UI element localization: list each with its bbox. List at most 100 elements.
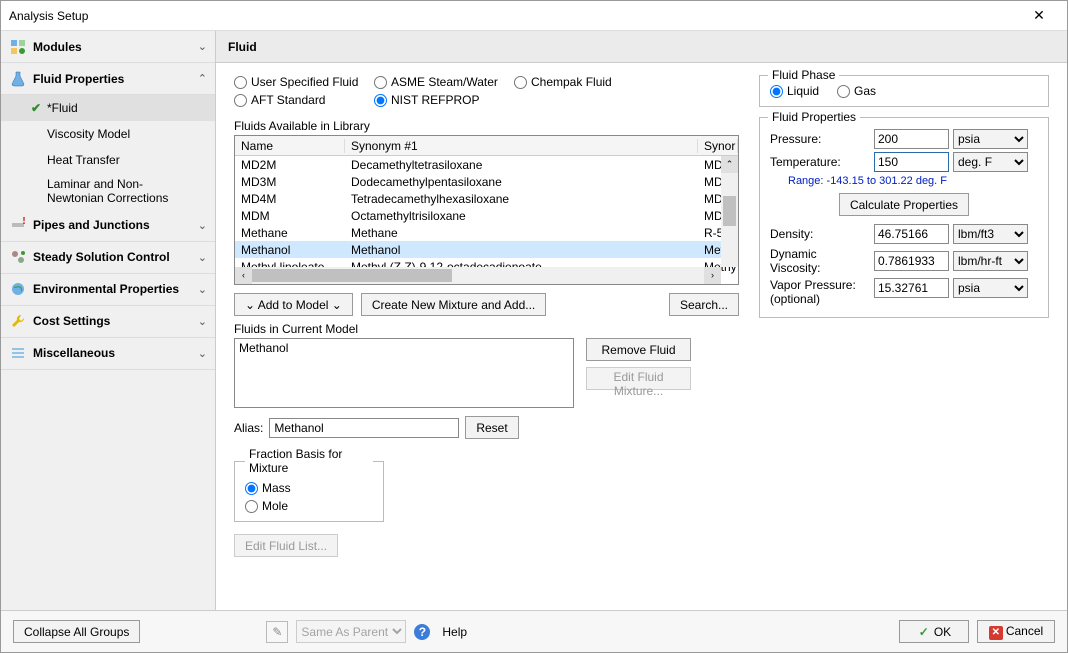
table-row[interactable]: MD3MDodecamethylpentasiloxaneMD3 (235, 173, 738, 190)
edit-icon[interactable]: ✎ (266, 621, 288, 643)
pressure-input[interactable] (874, 129, 949, 149)
radio-mass[interactable]: Mass (245, 481, 373, 495)
sidebar-item-heat-transfer[interactable]: Heat Transfer (1, 147, 215, 173)
temperature-label: Temperature: (770, 155, 870, 169)
current-model-list[interactable]: Methanol (234, 338, 574, 408)
phase-title: Fluid Phase (768, 68, 839, 82)
reset-button[interactable]: Reset (465, 416, 518, 439)
sidebar-item-label: *Fluid (47, 101, 78, 115)
cancel-button[interactable]: Cancel (977, 620, 1055, 643)
sidebar-cost[interactable]: Cost Settings ⌄ (1, 306, 215, 338)
chevron-down-icon: ⌄ (198, 40, 207, 53)
radio-aft-standard[interactable]: AFT Standard (234, 93, 374, 107)
table-row[interactable]: MethanolMethanolMethy (235, 241, 738, 258)
sidebar-environmental[interactable]: Environmental Properties ⌄ (1, 274, 215, 306)
help-icon[interactable] (414, 624, 430, 640)
density-label: Density: (770, 227, 870, 241)
content-title: Fluid (216, 31, 1067, 63)
table-row[interactable]: MD2MDecamethyltetrasiloxaneMD2 (235, 156, 738, 173)
close-icon[interactable]: ✕ (1019, 7, 1059, 24)
hscroll-thumb[interactable] (252, 269, 452, 282)
radio-chempak[interactable]: Chempak Fluid (514, 75, 654, 89)
density-unit-select[interactable]: lbm/ft3 (953, 224, 1028, 244)
horizontal-scrollbar[interactable]: ‹› (235, 267, 721, 284)
sidebar-item-label: Laminar and Non-Newtonian Corrections (47, 177, 197, 206)
steady-icon (9, 248, 27, 266)
vapor-pressure-label: Vapor Pressure:(optional) (770, 278, 870, 306)
temperature-range: Range: -143.15 to 301.22 deg. F (788, 175, 1038, 187)
props-title: Fluid Properties (768, 110, 860, 124)
chevron-down-icon: ⌄ (198, 283, 207, 296)
density-input[interactable] (874, 224, 949, 244)
content-panel: Fluid User Specified Fluid ASME Steam/Wa… (216, 31, 1067, 610)
globe-icon (9, 280, 27, 298)
remove-fluid-button[interactable]: Remove Fluid (586, 338, 691, 361)
fluid-phase-group: Fluid Phase Liquid Gas (759, 75, 1049, 107)
module-label: Modules (33, 40, 198, 54)
vapor-pressure-unit-select[interactable]: psia (953, 278, 1028, 298)
temperature-input[interactable] (874, 152, 949, 172)
col-synonym1[interactable]: Synonym #1 (345, 139, 698, 153)
scroll-thumb[interactable] (723, 196, 736, 226)
radio-nist-refprop[interactable]: NIST REFPROP (374, 93, 514, 107)
sidebar-pipes[interactable]: ! Pipes and Junctions ⌄ (1, 210, 215, 242)
sidebar-steady[interactable]: Steady Solution Control ⌄ (1, 242, 215, 274)
radio-user-specified[interactable]: User Specified Fluid (234, 75, 374, 89)
sidebar-item-label: Viscosity Model (47, 127, 130, 141)
pressure-unit-select[interactable]: psia (953, 129, 1028, 149)
radio-mole[interactable]: Mole (245, 499, 373, 513)
fraction-legend: Fraction Basis for Mixture (245, 447, 373, 475)
fluids-library-grid[interactable]: Name Synonym #1 Synor MD2MDecamethyltetr… (234, 135, 739, 285)
sidebar-misc[interactable]: Miscellaneous ⌄ (1, 338, 215, 370)
sidebar-item-fluid[interactable]: ✔ *Fluid (1, 95, 215, 121)
ok-button[interactable]: OK (899, 620, 969, 643)
table-row[interactable]: MD4MTetradecamethylhexasiloxaneMD4 (235, 190, 738, 207)
search-button[interactable]: Search... (669, 293, 739, 316)
module-label: Miscellaneous (33, 346, 198, 360)
chevron-down-icon: ⌄ (198, 315, 207, 328)
module-label: Fluid Properties (33, 72, 198, 86)
same-as-parent-select[interactable]: Same As Parent (296, 620, 406, 643)
chevron-down-icon: ⌄ (198, 347, 207, 360)
vapor-pressure-input[interactable] (874, 278, 949, 298)
calculate-properties-button[interactable]: Calculate Properties (839, 193, 969, 216)
alias-input[interactable] (269, 418, 459, 438)
viscosity-label: Dynamic Viscosity: (770, 247, 870, 275)
help-label[interactable]: Help (442, 625, 467, 639)
sidebar-modules[interactable]: Modules ⌄ (1, 31, 215, 63)
collapse-all-button[interactable]: Collapse All Groups (13, 620, 140, 643)
svg-text:!: ! (22, 217, 26, 227)
module-label: Environmental Properties (33, 282, 198, 296)
sidebar-fluid-properties[interactable]: Fluid Properties ⌃ (1, 63, 215, 95)
radio-gas[interactable]: Gas (837, 84, 876, 98)
flask-icon (9, 70, 27, 88)
list-item[interactable]: Methanol (239, 341, 569, 355)
create-mixture-button[interactable]: Create New Mixture and Add... (361, 293, 546, 316)
scroll-up-icon[interactable]: ⌃ (721, 156, 738, 173)
table-row[interactable]: MDMOctamethyltrisiloxaneMDM (235, 207, 738, 224)
modules-icon (9, 38, 27, 56)
radio-asme[interactable]: ASME Steam/Water (374, 75, 514, 89)
current-model-label: Fluids in Current Model (234, 322, 739, 336)
add-to-model-button[interactable]: ⌄ Add to Model ⌄ (234, 293, 353, 316)
fraction-basis-group: Fraction Basis for Mixture Mass Mole (234, 447, 384, 522)
x-icon (989, 626, 1003, 640)
edit-fluid-list-button: Edit Fluid List... (234, 534, 338, 557)
pressure-label: Pressure: (770, 132, 870, 146)
viscosity-input[interactable] (874, 251, 949, 271)
pipes-icon: ! (9, 216, 27, 234)
temperature-unit-select[interactable]: deg. F (953, 152, 1028, 172)
window-title: Analysis Setup (9, 9, 1019, 23)
module-label: Cost Settings (33, 314, 198, 328)
col-synonym2[interactable]: Synor (698, 139, 738, 153)
table-row[interactable]: MethaneMethaneR-50 (235, 224, 738, 241)
scroll-left-icon[interactable]: ‹ (235, 267, 252, 284)
sidebar-item-laminar[interactable]: Laminar and Non-Newtonian Corrections (1, 173, 215, 210)
radio-liquid[interactable]: Liquid (770, 84, 819, 98)
scroll-right-icon[interactable]: › (704, 267, 721, 284)
vertical-scrollbar[interactable]: ⌃ (721, 156, 738, 267)
col-name[interactable]: Name (235, 139, 345, 153)
viscosity-unit-select[interactable]: lbm/hr-ft (953, 251, 1028, 271)
sidebar-item-viscosity[interactable]: Viscosity Model (1, 121, 215, 147)
sidebar-item-label: Heat Transfer (47, 153, 120, 167)
